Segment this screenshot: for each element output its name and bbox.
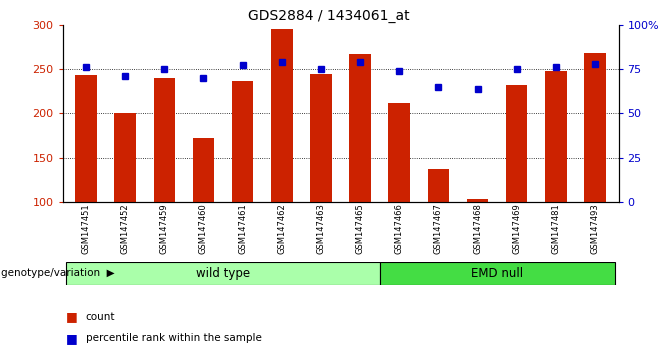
Bar bbox=[232, 81, 253, 202]
Bar bbox=[388, 103, 410, 202]
Bar bbox=[153, 78, 175, 202]
Text: EMD null: EMD null bbox=[471, 267, 523, 280]
Text: count: count bbox=[86, 312, 115, 322]
FancyBboxPatch shape bbox=[380, 262, 615, 285]
Bar bbox=[545, 71, 567, 202]
FancyBboxPatch shape bbox=[66, 262, 380, 285]
Text: genotype/variation  ▶: genotype/variation ▶ bbox=[1, 268, 115, 279]
Text: GDS2884 / 1434061_at: GDS2884 / 1434061_at bbox=[248, 9, 410, 23]
Bar bbox=[506, 85, 528, 202]
Text: ■: ■ bbox=[66, 332, 78, 344]
Text: wild type: wild type bbox=[196, 267, 250, 280]
Text: ■: ■ bbox=[66, 310, 78, 323]
Bar bbox=[428, 169, 449, 202]
Bar bbox=[75, 75, 97, 202]
Bar bbox=[467, 199, 488, 202]
Bar bbox=[271, 29, 293, 202]
Bar bbox=[584, 53, 606, 202]
Text: percentile rank within the sample: percentile rank within the sample bbox=[86, 333, 261, 343]
Bar bbox=[349, 54, 371, 202]
Bar bbox=[114, 113, 136, 202]
Bar bbox=[193, 138, 215, 202]
Bar bbox=[310, 74, 332, 202]
